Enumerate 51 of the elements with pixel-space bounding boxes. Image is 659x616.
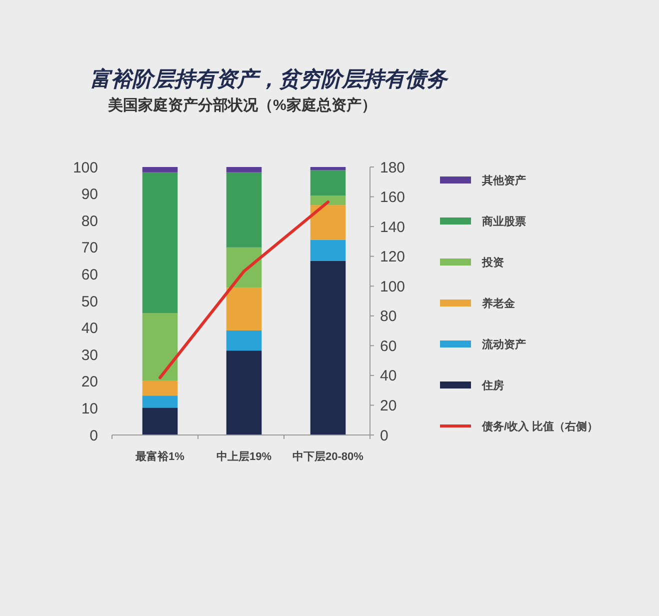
y2-tick-label: 100 (380, 278, 406, 296)
bar (226, 350, 262, 435)
x-tick-label: 中上层19% (216, 450, 272, 463)
y2-tick-label: 0 (380, 427, 388, 444)
bar (142, 396, 178, 408)
bar (310, 167, 346, 170)
bar (226, 330, 262, 351)
bar (310, 170, 346, 196)
legend-label: 债务/收入 比值（右侧） (481, 420, 598, 433)
bar (142, 380, 178, 396)
bar (310, 240, 346, 261)
y2-tick-label: 140 (380, 218, 406, 236)
bar (226, 172, 262, 248)
bar (142, 172, 178, 314)
chart-subtitle: 美国家庭资产分部状况（%家庭总资产） (107, 96, 376, 114)
y-tick-label: 50 (81, 293, 98, 310)
bar (310, 260, 346, 435)
bar (226, 288, 262, 330)
y-tick-label: 60 (81, 266, 98, 284)
y-tick-label: 90 (81, 186, 98, 204)
y2-tick-label: 180 (380, 159, 406, 176)
y2-tick-label: 120 (380, 248, 406, 266)
y-tick-label: 0 (90, 427, 98, 444)
y-tick-label: 20 (81, 374, 98, 391)
bar (310, 196, 346, 206)
bar (142, 408, 178, 435)
y-tick-label: 80 (81, 212, 98, 230)
legend-label: 养老金 (481, 296, 516, 310)
y2-tick-label: 40 (380, 368, 397, 385)
x-tick-label: 中下层20-80% (292, 450, 364, 463)
y-tick-label: 30 (81, 346, 98, 364)
y2-tick-label: 80 (380, 308, 397, 326)
bar (226, 247, 262, 288)
legend-label: 住房 (481, 378, 504, 392)
y-tick-label: 70 (81, 240, 98, 257)
bar (310, 205, 346, 240)
y2-tick-label: 60 (380, 338, 397, 355)
legend-label: 投资 (481, 256, 504, 269)
legend-label: 商业股票 (481, 214, 526, 228)
legend-label: 其他资产 (481, 174, 526, 187)
y2-tick-label: 160 (380, 189, 406, 206)
y-tick-label: 10 (81, 400, 98, 418)
bar (142, 313, 178, 381)
y-tick-label: 40 (81, 320, 98, 338)
bar (226, 167, 262, 172)
bar (142, 167, 178, 172)
chart-title: 富裕阶层持有资产，贫穷阶层持有债务 (90, 67, 449, 91)
y2-tick-label: 20 (380, 397, 397, 414)
y-tick-label: 100 (72, 159, 98, 176)
x-tick-label: 最富裕1% (134, 450, 185, 463)
legend-label: 流动资产 (481, 338, 526, 351)
